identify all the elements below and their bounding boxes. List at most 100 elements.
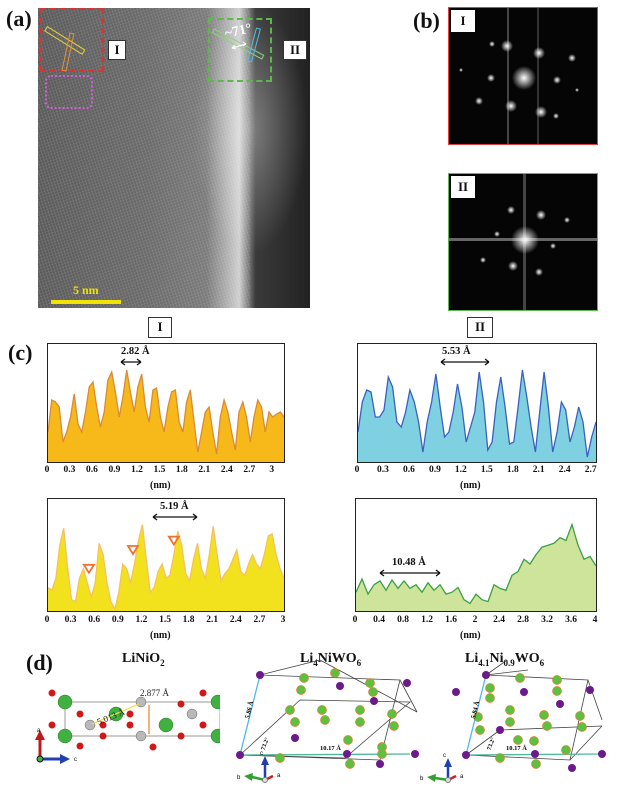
profile-area-II-lower <box>356 522 596 611</box>
profile-area-II-upper <box>358 369 596 462</box>
x-tick-label: 2 <box>472 615 478 625</box>
svg-text:73.2°: 73.2° <box>486 736 497 751</box>
crystal-structure-Li4NiWO6: 5.86 Å 10.17 Å 73.2° c b a <box>236 660 419 783</box>
x-tick-label: 0 <box>352 615 358 625</box>
profile-area-I-lower <box>48 524 284 611</box>
svg-text:a: a <box>460 774 464 780</box>
x-tick-label: 0.6 <box>88 615 101 625</box>
svg-text:2.877 Å: 2.877 Å <box>140 688 170 698</box>
dotted-region-box <box>45 75 93 109</box>
region-II-label: II <box>283 40 307 60</box>
crystal-structure-LiNiO2: 5.013 Å 2.877 Å a c <box>35 688 220 764</box>
x-tick-label: 3.6 <box>565 615 577 625</box>
x-tick-label: 3.2 <box>541 615 553 625</box>
fft-II-spots <box>449 174 597 310</box>
x-tick-label: 3 <box>269 465 275 475</box>
profile-chart-I-lower: 5.19 Å <box>47 498 285 612</box>
svg-text:10.17 Å: 10.17 Å <box>320 744 341 752</box>
svg-text:c: c <box>443 753 446 759</box>
region-I-box <box>40 8 104 72</box>
double-arrow-icon <box>152 513 198 521</box>
fft-I-label: I <box>451 10 475 32</box>
x-tick-label: 2.1 <box>532 465 545 475</box>
x-axis-unit-II-lower: (nm) <box>460 630 481 641</box>
lattice-texture <box>38 8 251 308</box>
fft-I-spots <box>459 8 579 144</box>
x-axis-unit-I-lower: (nm) <box>150 630 171 641</box>
x-tick-label: 2.7 <box>243 465 256 475</box>
fft-II-label: II <box>451 176 475 198</box>
x-tick-label: 0.3 <box>64 615 77 625</box>
distance-annotation-I-upper: 2.82 Å <box>121 346 150 357</box>
region-I-label: I <box>108 40 126 60</box>
x-tick-label: 2.4 <box>229 615 242 625</box>
profile-line <box>358 369 596 458</box>
x-tick-label: 0.9 <box>111 615 124 625</box>
x-tick-label: 4 <box>592 615 598 625</box>
x-tick-label: 0.9 <box>108 465 121 475</box>
triangle-marker-icon <box>82 563 96 575</box>
fft-image-II: II <box>448 173 598 311</box>
x-tick-label: 0.4 <box>373 615 385 625</box>
x-tick-label: 1.5 <box>153 465 166 475</box>
x-tick-label: 2.7 <box>584 465 597 475</box>
x-tick-label: 1.2 <box>454 465 467 475</box>
x-tick-label: 0.8 <box>397 615 409 625</box>
svg-text:c: c <box>74 757 77 763</box>
col-I-label: I <box>148 317 172 338</box>
crystal-structure-Li4.1Ni0.9WO6: 5.84 Å 10.17 Å 73.2° c b a <box>420 660 606 783</box>
scale-bar-label: 5 nm <box>73 283 99 297</box>
distance-annotation-I-lower: 5.19 Å <box>160 501 189 512</box>
distance-annotation-II-lower: 10.48 Å <box>392 557 426 568</box>
x-tick-label: 2.4 <box>558 465 571 475</box>
panel-c-label: (c) <box>8 340 33 365</box>
x-tick-label: 0.6 <box>402 465 415 475</box>
x-tick-label: 0 <box>354 465 360 475</box>
x-tick-label: 1.8 <box>182 615 195 625</box>
x-tick-label: 3 <box>280 615 286 625</box>
triangle-marker-icon <box>167 535 181 547</box>
profile-line <box>356 522 596 605</box>
x-tick-label: 2.8 <box>517 615 529 625</box>
panel-a-label: (a) <box>6 6 32 31</box>
fft-image-I: I <box>448 7 598 145</box>
svg-text:5.86 Å: 5.86 Å <box>243 700 255 719</box>
scale-bar <box>51 300 121 304</box>
svg-text:73.2°: 73.2° <box>260 736 271 751</box>
x-tick-label: 1.8 <box>506 465 519 475</box>
x-tick-label: 1.8 <box>175 465 188 475</box>
double-arrow-icon <box>120 358 142 366</box>
x-tick-label: 1.2 <box>130 465 143 475</box>
x-tick-label: 0 <box>44 465 50 475</box>
x-tick-label: 0.3 <box>63 465 76 475</box>
svg-text:c: c <box>260 751 263 757</box>
x-tick-label: 2.1 <box>198 465 211 475</box>
profile-line <box>48 524 284 611</box>
x-tick-label: 1.2 <box>135 615 148 625</box>
area-fill <box>48 524 284 611</box>
svg-text:10.17 Å: 10.17 Å <box>506 744 527 752</box>
x-axis-unit-I-upper: (nm) <box>150 480 171 491</box>
svg-text:b: b <box>420 776 424 782</box>
profile-chart-II-lower: 10.48 Å <box>355 498 597 612</box>
panel-b-label: (b) <box>413 8 440 33</box>
x-tick-label: 2.1 <box>206 615 219 625</box>
hrtem-image: I ~71° II 5 nm <box>38 8 310 308</box>
x-tick-label: 1.5 <box>480 465 493 475</box>
col-II-label: II <box>467 317 493 338</box>
x-axis-unit-II-upper: (nm) <box>460 480 481 491</box>
region-II-profile-lines <box>211 27 265 63</box>
x-tick-label: 2.4 <box>220 465 233 475</box>
profile-line <box>48 369 284 455</box>
svg-text:a: a <box>37 728 41 734</box>
profile-chart-I-upper: 2.82 Å <box>47 343 285 463</box>
x-tick-label: 1.5 <box>159 615 171 625</box>
x-tick-label: 0 <box>44 615 50 625</box>
x-tick-label: 2.4 <box>493 615 505 625</box>
double-arrow-icon <box>440 358 490 366</box>
region-I-profile-lines <box>44 25 86 72</box>
x-tick-label: 1.2 <box>421 615 433 625</box>
x-tick-label: 2.7 <box>253 615 266 625</box>
profile-area-I-upper <box>48 369 284 462</box>
x-tick-label: 0.3 <box>377 465 389 475</box>
